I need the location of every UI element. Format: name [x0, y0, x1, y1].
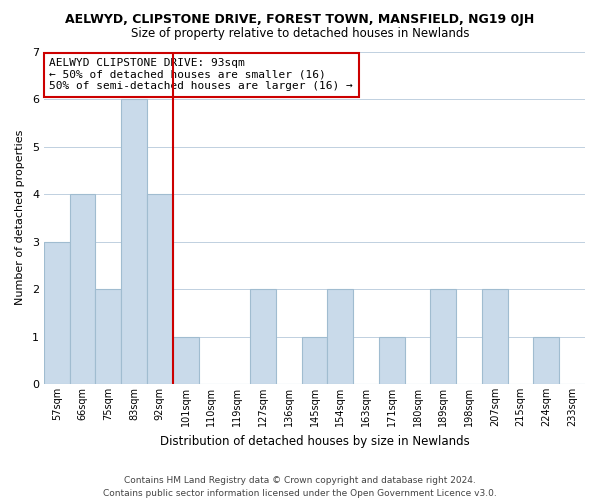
Bar	[70, 194, 95, 384]
Text: Size of property relative to detached houses in Newlands: Size of property relative to detached ho…	[131, 28, 469, 40]
Bar	[95, 289, 121, 384]
Bar	[533, 336, 559, 384]
Bar	[482, 289, 508, 384]
Bar	[379, 336, 404, 384]
Bar	[250, 289, 276, 384]
Bar	[430, 289, 456, 384]
Bar	[328, 289, 353, 384]
Text: AELWYD CLIPSTONE DRIVE: 93sqm
← 50% of detached houses are smaller (16)
50% of s: AELWYD CLIPSTONE DRIVE: 93sqm ← 50% of d…	[49, 58, 353, 92]
Bar	[44, 242, 70, 384]
Y-axis label: Number of detached properties: Number of detached properties	[15, 130, 25, 306]
Bar	[302, 336, 328, 384]
Bar	[173, 336, 199, 384]
Text: AELWYD, CLIPSTONE DRIVE, FOREST TOWN, MANSFIELD, NG19 0JH: AELWYD, CLIPSTONE DRIVE, FOREST TOWN, MA…	[65, 12, 535, 26]
X-axis label: Distribution of detached houses by size in Newlands: Distribution of detached houses by size …	[160, 434, 469, 448]
Text: Contains HM Land Registry data © Crown copyright and database right 2024.
Contai: Contains HM Land Registry data © Crown c…	[103, 476, 497, 498]
Bar	[147, 194, 173, 384]
Bar	[121, 99, 147, 384]
